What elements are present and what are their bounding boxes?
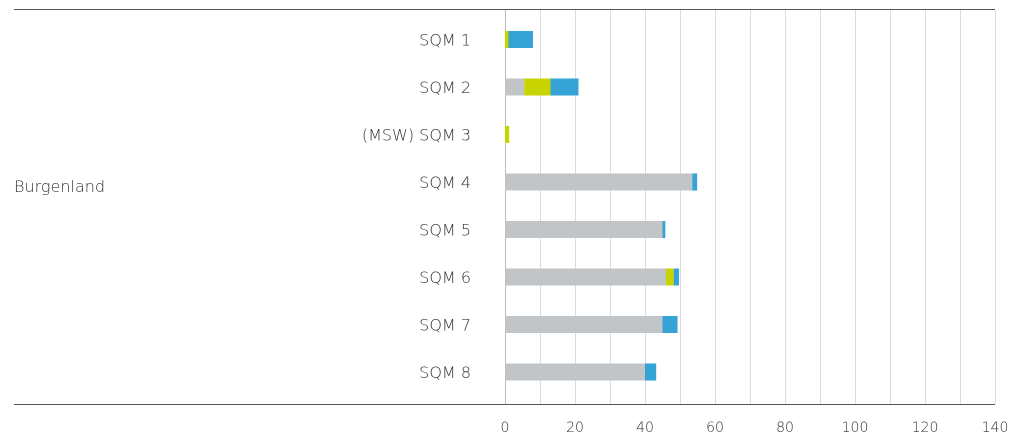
- category-labels: SQM 1 SQM 2 (MSW) SQM 3 SQM 4 SQM 5 SQM 6 SQM …: [362, 31, 471, 383]
- category-label: SQM 8: [419, 363, 471, 382]
- category-label: SQM 4: [419, 173, 471, 192]
- category-label: SQM 2: [419, 78, 471, 97]
- bar-segment: [505, 268, 666, 286]
- category-label: SQM 6: [419, 268, 471, 287]
- bar-segment: [662, 316, 678, 333]
- category-label: SQM 5: [419, 221, 471, 240]
- bar-segment: [645, 363, 657, 381]
- bars: [505, 31, 698, 381]
- x-tick-label: 60: [706, 420, 724, 436]
- bar-segment: [505, 31, 509, 48]
- bar-segment: [505, 173, 693, 191]
- bar-segment: [662, 221, 666, 238]
- gridlines: [540, 10, 996, 404]
- category-label: (MSW) SQM 3: [362, 126, 471, 145]
- x-tick-labels: 0 20 40 60 80 100 120 140: [501, 420, 1009, 436]
- bar-segment: [524, 78, 551, 96]
- x-tick-label: 40: [636, 420, 654, 436]
- bar-segment: [673, 268, 679, 286]
- x-tick-label: 140: [982, 420, 1009, 436]
- bar-segment: [550, 78, 579, 96]
- x-tick-label: 100: [842, 420, 869, 436]
- bar-segment: [505, 316, 663, 333]
- category-label: SQM 7: [419, 316, 471, 335]
- bar-segment: [505, 78, 525, 96]
- bar-segment: [505, 126, 510, 143]
- bar-segment: [692, 173, 698, 191]
- x-tick-label: 120: [912, 420, 939, 436]
- bar-segment: [508, 31, 533, 48]
- bar-segment: [505, 221, 663, 238]
- bar-segment: [505, 363, 645, 381]
- x-tick-label: 80: [776, 420, 794, 436]
- x-tick-label: 20: [566, 420, 584, 436]
- category-label: SQM 1: [419, 31, 471, 50]
- bar-segment: [666, 268, 674, 286]
- group-label: Burgenland: [14, 177, 105, 196]
- x-tick-label: 0: [501, 420, 510, 436]
